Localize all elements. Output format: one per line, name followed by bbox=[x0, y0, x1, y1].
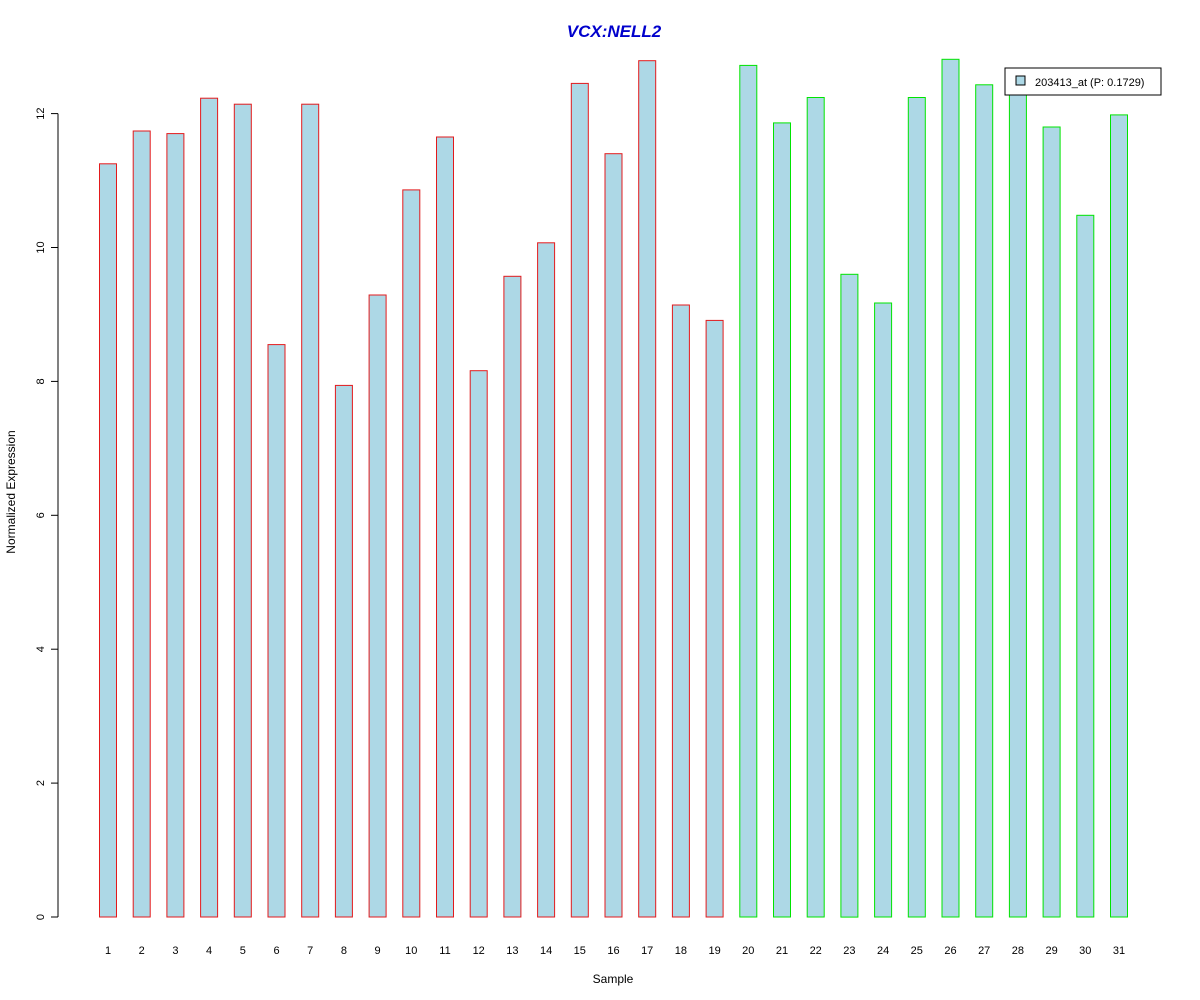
x-tick-label: 2 bbox=[139, 945, 145, 957]
bar-sample-28 bbox=[1008, 93, 1027, 918]
bar-sample-25 bbox=[907, 97, 926, 918]
bar-sample-23 bbox=[840, 273, 859, 918]
x-tick-label: 25 bbox=[911, 945, 923, 957]
x-tick-label: 19 bbox=[708, 945, 720, 957]
x-tick-label: 18 bbox=[675, 945, 687, 957]
x-tick-label: 27 bbox=[978, 945, 990, 957]
bar-sample-6 bbox=[267, 344, 286, 918]
x-tick-label: 30 bbox=[1079, 945, 1091, 957]
bar-sample-19 bbox=[705, 319, 724, 918]
x-tick-label: 6 bbox=[273, 945, 279, 957]
x-tick-label: 21 bbox=[776, 945, 788, 957]
bar-sample-27 bbox=[975, 84, 994, 918]
x-tick-label: 1 bbox=[105, 945, 111, 957]
x-tick-label: 7 bbox=[307, 945, 313, 957]
x-tick-label: 11 bbox=[439, 945, 450, 957]
bar-sample-17 bbox=[638, 60, 657, 918]
bar-sample-30 bbox=[1076, 214, 1095, 918]
bar-sample-29 bbox=[1042, 126, 1061, 918]
chart-title: VCX:NELL2 bbox=[567, 22, 662, 41]
bar-sample-11 bbox=[436, 136, 454, 918]
x-tick-label: 31 bbox=[1113, 945, 1125, 957]
bar-sample-3 bbox=[166, 133, 185, 918]
bars-group bbox=[99, 58, 1128, 918]
x-tick-label: 3 bbox=[172, 945, 178, 957]
bar-sample-7 bbox=[301, 103, 320, 918]
y-tick-label: 12 bbox=[35, 107, 47, 119]
x-tick-label: 5 bbox=[240, 945, 246, 957]
x-tick-label: 9 bbox=[375, 945, 381, 957]
bar-sample-8 bbox=[334, 384, 353, 918]
bar-sample-20 bbox=[739, 64, 758, 918]
y-tick-label: 10 bbox=[35, 241, 47, 253]
y-tick-label: 0 bbox=[35, 914, 47, 920]
x-tick-label: 26 bbox=[944, 945, 956, 957]
legend-box bbox=[1004, 67, 1162, 96]
y-tick-label: 6 bbox=[35, 512, 47, 518]
x-tick-label: 8 bbox=[341, 945, 347, 957]
x-tick-label: 14 bbox=[540, 945, 552, 957]
bar-sample-24 bbox=[874, 302, 893, 918]
y-axis-label: Normalized Expression bbox=[4, 430, 18, 553]
x-tick-label: 13 bbox=[506, 945, 518, 957]
x-tick-labels: 1 2 3 4 5 6 7 8 9 10 11 12 13 14 15 16 17 18 19 20 21 22 23 24 2… bbox=[105, 945, 1125, 957]
y-axis: 0 2 4 6 8 10 12 bbox=[35, 107, 59, 920]
bar-sample-12 bbox=[469, 370, 488, 918]
bar-sample-2 bbox=[132, 130, 151, 918]
x-tick-label: 4 bbox=[206, 945, 212, 957]
y-tick-label: 2 bbox=[35, 780, 47, 786]
legend: 203413_at (P: 0.1729) bbox=[1004, 67, 1162, 96]
x-tick-label: 29 bbox=[1045, 945, 1057, 957]
bar-sample-21 bbox=[773, 122, 791, 918]
bar-sample-5 bbox=[233, 103, 252, 918]
x-tick-label: 22 bbox=[810, 945, 822, 957]
x-tick-label: 24 bbox=[877, 945, 889, 957]
x-tick-label: 15 bbox=[574, 945, 586, 957]
y-tick-label: 8 bbox=[35, 378, 47, 384]
bar-sample-31 bbox=[1110, 114, 1128, 918]
bar-sample-16 bbox=[604, 153, 623, 918]
x-tick-label: 23 bbox=[843, 945, 855, 957]
x-tick-label: 16 bbox=[607, 945, 619, 957]
bar-sample-18 bbox=[671, 304, 690, 918]
bar-sample-10 bbox=[402, 189, 421, 918]
bar-sample-4 bbox=[200, 97, 219, 918]
x-tick-label: 20 bbox=[742, 945, 754, 957]
x-tick-label: 17 bbox=[641, 945, 653, 957]
legend-swatch bbox=[1015, 75, 1026, 86]
bar-sample-22 bbox=[806, 97, 825, 918]
x-tick-label: 12 bbox=[473, 945, 485, 957]
bar-sample-26 bbox=[941, 58, 960, 918]
legend-label: 203413_at (P: 0.1729) bbox=[1035, 77, 1144, 89]
bar-sample-1 bbox=[99, 163, 117, 918]
bar-sample-9 bbox=[368, 294, 387, 918]
bar-sample-14 bbox=[537, 242, 556, 918]
x-axis-label: Sample bbox=[593, 972, 634, 986]
bar-sample-13 bbox=[503, 275, 522, 918]
bar-sample-15 bbox=[570, 82, 589, 918]
x-tick-label: 10 bbox=[405, 945, 417, 957]
x-tick-label: 28 bbox=[1012, 945, 1024, 957]
y-tick-label: 4 bbox=[35, 646, 47, 652]
